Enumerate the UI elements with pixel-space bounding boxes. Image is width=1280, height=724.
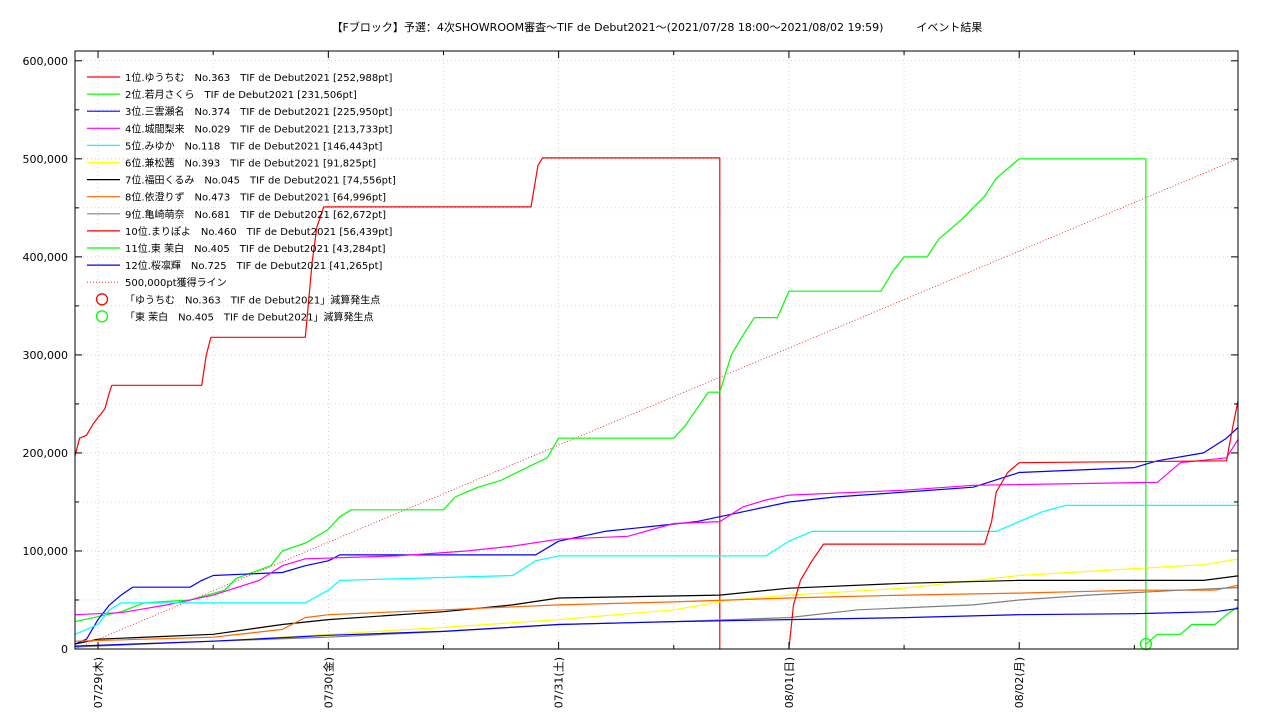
y-tick-label: 100,000 [23, 545, 69, 558]
axis-layer: 0 100,000 200,000 300,000 400,000 500,000 600,… [23, 51, 1238, 708]
x-tick-label: 07/31(土) [553, 657, 566, 708]
series-line-2 [74, 158, 1147, 649]
y-tick-label: 500,000 [23, 153, 69, 166]
legend-label-5: 5位.みゆか No.118 TIF de Debut2021 [146,443p… [125, 139, 383, 152]
y-tick-label: 200,000 [23, 447, 69, 460]
legend-marker-label-1: 「ゆうちむ No.363 TIF de Debut2021」減算発生点 [125, 293, 380, 306]
reference-line [74, 158, 1239, 650]
series-line-10 [788, 400, 1239, 650]
y-tick-label: 400,000 [23, 251, 69, 264]
marker-layer [1139, 637, 1153, 651]
legend-label-10: 10位.まりぽよ No.460 TIF de Debut2021 [56,439… [125, 225, 393, 238]
y-tick-label: 600,000 [23, 55, 69, 68]
y-tick-label: 0 [61, 643, 68, 656]
y-tick-label: 300,000 [23, 349, 69, 362]
series-line-8 [74, 584, 1239, 642]
legend-label-2: 2位.若月さくら TIF de Debut2021 [231,506pt] [125, 88, 357, 101]
series-line-4 [74, 439, 1239, 616]
plot-frame [74, 50, 1239, 650]
legend-marker-1 [95, 293, 109, 306]
legend-marker-2 [95, 310, 109, 323]
series-line-5 [74, 504, 1238, 635]
legend-marker-label-2: 「東 茉白 No.405 TIF de Debut2021」減算発生点 [125, 310, 373, 323]
x-tick-label: 08/01(日) [783, 657, 796, 708]
x-tick-label: 08/02(月) [1013, 657, 1026, 708]
legend-label-9: 9位.亀崎萌奈 No.681 TIF de Debut2021 [62,672p… [125, 208, 386, 221]
legend-label-12: 12位.桜凛輝 No.725 TIF de Debut2021 [41,265p… [125, 259, 383, 272]
series-line-12 [74, 607, 1239, 647]
deduction-marker-2 [1139, 637, 1153, 651]
x-tick-label: 07/30(金) [321, 657, 335, 708]
series-layer [74, 157, 1239, 650]
legend-label-3: 3位.三雲瀬名 No.374 TIF de Debut2021 [225,950… [125, 105, 393, 118]
legend-label-8: 8位.依澄りず No.473 TIF de Debut2021 [64,996p… [125, 191, 386, 204]
series-line-1 [74, 157, 721, 649]
reference-line-layer [74, 158, 1239, 650]
legend-label-7: 7位.福田くるみ No.045 TIF de Debut2021 [74,556… [125, 174, 396, 187]
legend-label-11: 11位.東 茉白 No.405 TIF de Debut2021 [43,284… [125, 242, 386, 255]
series-line-11 [1145, 606, 1239, 645]
series-line-9 [74, 587, 1239, 648]
legend-label-6: 6位.兼松茜 No.393 TIF de Debut2021 [91,825pt… [125, 157, 376, 170]
legend-label-1: 1位.ゆうちむ No.363 TIF de Debut2021 [252,988… [125, 71, 393, 84]
series-line-7 [74, 575, 1239, 645]
legend: 1位.ゆうちむ No.363 TIF de Debut2021 [252,988… [87, 71, 396, 323]
x-tick-label: 07/29(木) [92, 657, 105, 708]
legend-label-4: 4位.城間梨来 No.029 TIF de Debut2021 [213,733… [125, 122, 393, 135]
legend-label-reference: 500,000pt獲得ライン [125, 276, 227, 289]
chart-title: 【Fブロック】予選：4次SHOWROOM審査〜TIF de Debut2021〜… [332, 20, 983, 34]
